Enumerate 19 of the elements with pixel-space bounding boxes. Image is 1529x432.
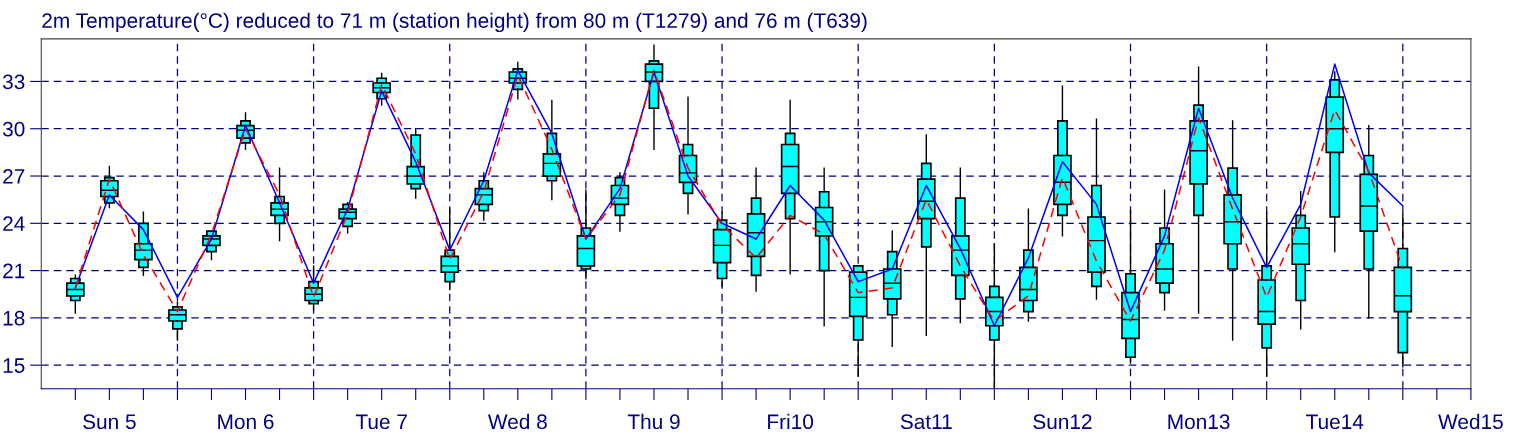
- y-tick-label: 15: [3, 358, 25, 373]
- y-tick-label: 21: [3, 263, 25, 279]
- y-tick-label: 27: [3, 169, 25, 184]
- x-tick-label: Wed 8: [487, 413, 547, 430]
- y-tick-label: 33: [2, 74, 25, 90]
- y-tick-label: 24: [3, 216, 25, 231]
- x-tick-label: Thu 9: [627, 413, 680, 430]
- x-tick-label: Sun 5: [83, 414, 136, 430]
- x-tick-label: Wed15: [1438, 413, 1503, 430]
- x-tick-label: Mon13: [1168, 414, 1230, 430]
- x-tick-label: Tue14: [1306, 414, 1364, 430]
- x-tick-label: Tue 7: [355, 414, 407, 430]
- y-tick-label: 18: [3, 310, 25, 326]
- y-tick-label: 30: [2, 121, 25, 137]
- x-tick-label: Fri10: [768, 413, 814, 430]
- x-tick-label: Mon 6: [218, 414, 274, 430]
- chart-title: 2m Temperature(°C) reduced to 71 m (station height) from 80 m (T1279) and 76 m (T639): [42, 12, 867, 33]
- x-tick-label: Sun12: [1033, 414, 1092, 430]
- x-tick-label: Sat11: [900, 414, 952, 430]
